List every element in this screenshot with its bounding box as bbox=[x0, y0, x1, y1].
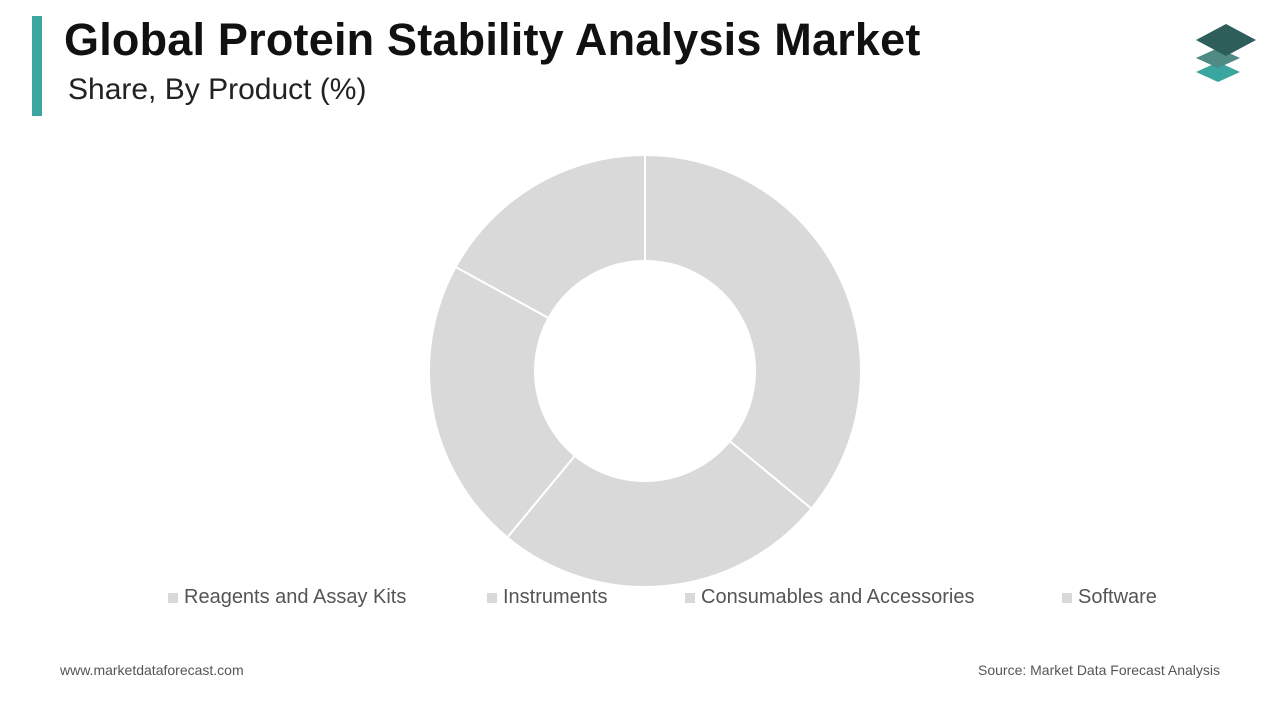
legend-item: Consumables and Accessories bbox=[685, 586, 974, 609]
donut-slice-instruments bbox=[505, 439, 813, 588]
chart-subtitle: Share, By Product (%) bbox=[68, 73, 367, 106]
source-note: Source: Market Data Forecast Analysis bbox=[978, 662, 1220, 678]
legend-swatch bbox=[685, 592, 695, 603]
logo-layer-top bbox=[1196, 24, 1256, 56]
legend-swatch bbox=[487, 592, 497, 603]
legend-label: Reagents and Assay Kits bbox=[184, 586, 407, 608]
legend-label: Instruments bbox=[503, 586, 608, 608]
website-url: www.marketdataforecast.com bbox=[60, 662, 244, 678]
title-accent-bar bbox=[32, 16, 42, 116]
donut-slice-reagents-and-assay-kits bbox=[644, 153, 862, 511]
chart-legend: Reagents and Assay Kits Instruments Consum… bbox=[0, 586, 1280, 616]
legend-label: Software bbox=[1078, 586, 1157, 608]
legend-swatch bbox=[168, 592, 178, 603]
legend-label: Consumables and Accessories bbox=[701, 586, 975, 608]
logo-layer-bottom bbox=[1196, 62, 1240, 82]
donut-slice-software bbox=[454, 153, 646, 320]
legend-item: Reagents and Assay Kits bbox=[168, 586, 406, 609]
legend-item: Instruments bbox=[487, 586, 607, 609]
donut-chart bbox=[428, 153, 862, 588]
legend-item: Software bbox=[1062, 586, 1157, 609]
donut-slice-consumables-and-accessories bbox=[428, 265, 577, 539]
legend-swatch bbox=[1062, 592, 1072, 603]
stacked-layers-icon bbox=[1196, 24, 1256, 82]
chart-title: Global Protein Stability Analysis Market bbox=[64, 14, 921, 65]
